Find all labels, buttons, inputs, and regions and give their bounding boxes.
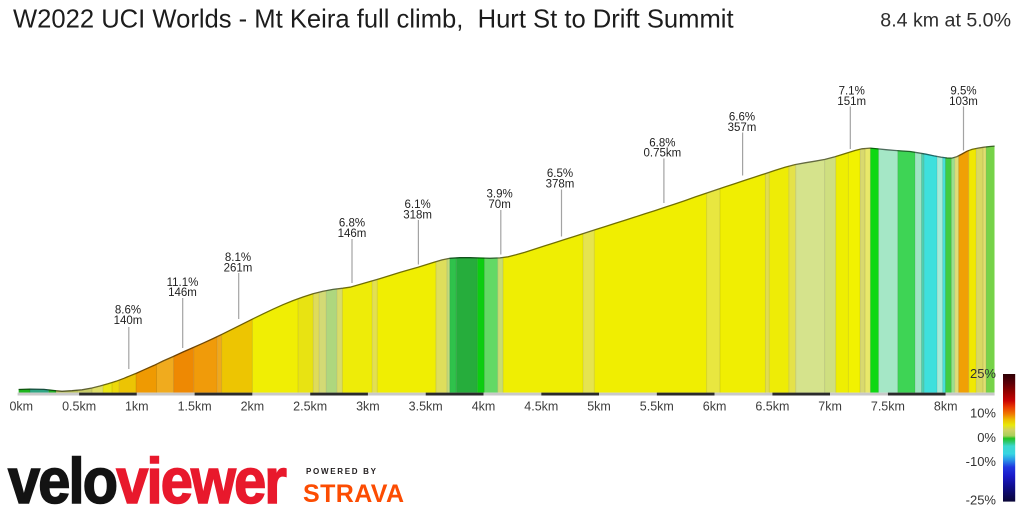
svg-text:-25%: -25% xyxy=(966,492,997,507)
svg-text:STRAVA: STRAVA xyxy=(303,480,404,508)
svg-text:378m: 378m xyxy=(546,179,575,191)
svg-text:6.8%: 6.8% xyxy=(339,218,365,230)
svg-text:W2022 UCI Worlds - Mt Keira fu: W2022 UCI Worlds - Mt Keira full climb, … xyxy=(13,6,734,34)
svg-text:7km: 7km xyxy=(818,400,842,414)
svg-text:6.6%: 6.6% xyxy=(729,112,755,124)
svg-text:70m: 70m xyxy=(488,199,510,211)
svg-text:6.1%: 6.1% xyxy=(404,199,430,211)
svg-text:9.5%: 9.5% xyxy=(950,86,976,98)
svg-text:140m: 140m xyxy=(114,315,143,327)
svg-text:POWERED BY: POWERED BY xyxy=(306,467,378,476)
svg-text:10%: 10% xyxy=(970,405,996,420)
svg-text:151m: 151m xyxy=(837,96,866,108)
svg-text:7.5km: 7.5km xyxy=(871,400,905,414)
svg-text:5.5km: 5.5km xyxy=(640,400,674,414)
svg-text:0%: 0% xyxy=(977,430,996,445)
svg-text:2.5km: 2.5km xyxy=(293,400,327,414)
svg-text:357m: 357m xyxy=(728,122,757,134)
svg-text:146m: 146m xyxy=(338,228,367,240)
svg-text:2km: 2km xyxy=(241,400,265,414)
svg-text:3km: 3km xyxy=(356,400,380,414)
svg-text:103m: 103m xyxy=(949,96,978,108)
svg-text:5km: 5km xyxy=(587,400,611,414)
svg-text:261m: 261m xyxy=(224,262,253,274)
svg-text:0km: 0km xyxy=(9,400,33,414)
svg-text:6km: 6km xyxy=(703,400,727,414)
svg-text:146m: 146m xyxy=(168,287,197,299)
svg-text:25%: 25% xyxy=(970,366,996,381)
svg-text:318m: 318m xyxy=(403,209,432,221)
svg-text:-10%: -10% xyxy=(966,454,997,469)
svg-text:1.5km: 1.5km xyxy=(178,400,212,414)
svg-text:8.6%: 8.6% xyxy=(115,305,141,317)
svg-text:3.9%: 3.9% xyxy=(486,189,512,201)
svg-text:8km: 8km xyxy=(934,400,958,414)
svg-text:0.5km: 0.5km xyxy=(62,400,96,414)
svg-text:11.1%: 11.1% xyxy=(167,277,199,289)
svg-text:0.75km: 0.75km xyxy=(644,148,682,160)
svg-text:6.8%: 6.8% xyxy=(649,137,675,149)
svg-text:4.5km: 4.5km xyxy=(524,400,558,414)
svg-text:8.4 km at 5.0%: 8.4 km at 5.0% xyxy=(880,10,1011,32)
svg-text:4km: 4km xyxy=(472,400,496,414)
svg-text:6.5%: 6.5% xyxy=(547,168,573,180)
svg-text:7.1%: 7.1% xyxy=(839,86,865,98)
svg-text:3.5km: 3.5km xyxy=(409,400,443,414)
svg-text:1km: 1km xyxy=(125,400,149,414)
svg-text:6.5km: 6.5km xyxy=(755,400,789,414)
svg-text:8.1%: 8.1% xyxy=(225,252,251,264)
svg-text:veloviewer: veloviewer xyxy=(8,445,286,512)
